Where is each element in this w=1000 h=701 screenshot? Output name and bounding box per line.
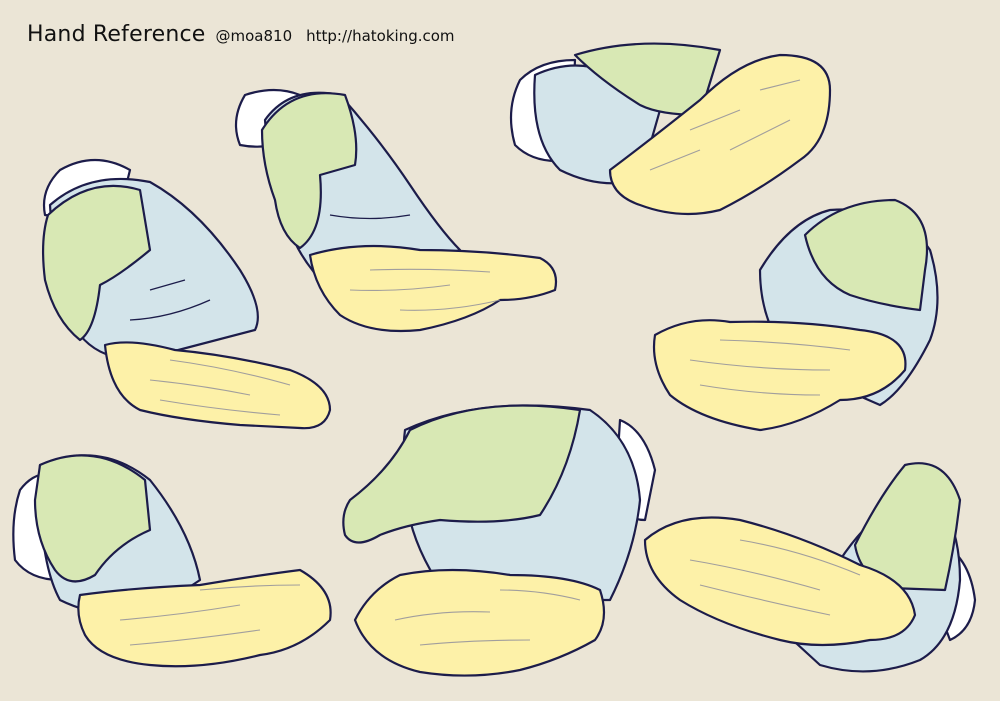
page-title: Hand Reference: [27, 22, 206, 47]
hand-drawing-7: [643, 462, 977, 673]
hand-drawing-6: [342, 404, 657, 677]
hand-drawing-3: [509, 42, 832, 216]
hand-drawing-5: [12, 454, 332, 668]
author-url: http://hatoking.com: [306, 27, 455, 45]
hand-drawing-2: [234, 88, 558, 333]
header: Hand Reference @moa810 http://hatoking.c…: [27, 22, 455, 47]
hand-drawing-4: [652, 198, 939, 432]
hand-drawing-1: [42, 159, 332, 430]
author-handle: @moa810: [215, 27, 293, 45]
